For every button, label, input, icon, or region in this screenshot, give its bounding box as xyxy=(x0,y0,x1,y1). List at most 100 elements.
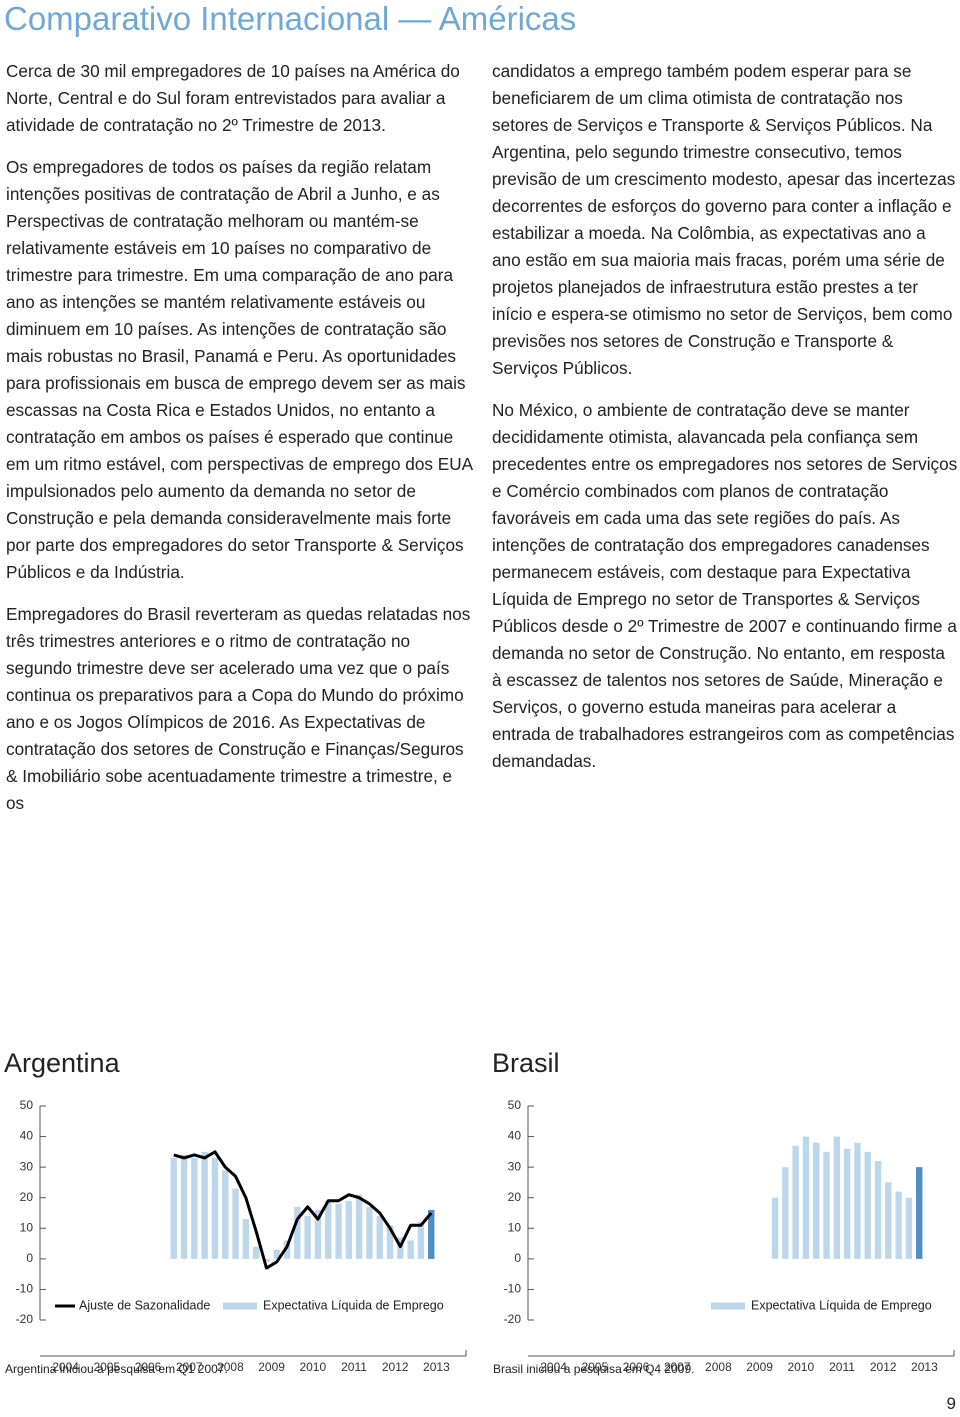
x-tick-label: 2012 xyxy=(870,1360,897,1374)
bar xyxy=(792,1145,799,1259)
bar xyxy=(885,1182,892,1259)
paragraph: Cerca de 30 mil empregadores de 10 paíse… xyxy=(6,61,460,135)
y-tick-label: -20 xyxy=(16,1312,34,1326)
bar xyxy=(180,1154,188,1259)
bar xyxy=(191,1157,198,1259)
y-tick-label: -10 xyxy=(504,1282,522,1296)
bar xyxy=(407,1240,414,1259)
page-number: 9 xyxy=(946,1394,956,1413)
x-tick-label: 2005 xyxy=(93,1360,120,1374)
x-tick-label: 2009 xyxy=(258,1360,285,1374)
bar xyxy=(242,1219,250,1259)
y-tick-label: -10 xyxy=(16,1282,34,1296)
bar xyxy=(782,1167,789,1259)
chart-note: Brasil iniciou a pesquisa em Q4 2009. xyxy=(493,1362,694,1376)
y-tick-label: 0 xyxy=(514,1251,521,1265)
chart-note: Argentina iniciou a pesquisa em Q1 2007. xyxy=(5,1362,228,1376)
bar xyxy=(201,1151,208,1259)
chart: Brasil -20 -10 0 10 20 30 40 50 2004 2005 2006 2007 2… xyxy=(492,1048,955,1376)
x-tick-label: 2006 xyxy=(135,1360,162,1374)
right-column: candidatos a emprego também podem espera… xyxy=(492,58,958,790)
x-tick-label: 2009 xyxy=(746,1360,773,1374)
y-tick-label: 50 xyxy=(20,1098,34,1112)
x-tick-label: 2013 xyxy=(911,1360,938,1374)
legend-swatch xyxy=(223,1302,257,1310)
x-tick-label: 2010 xyxy=(787,1360,814,1374)
bar xyxy=(345,1200,353,1259)
page-title: Comparativo Internacional — Américas xyxy=(4,0,577,37)
x-tick-label: 2013 xyxy=(423,1360,450,1374)
line xyxy=(173,1150,433,1270)
bar xyxy=(843,1148,851,1259)
bar xyxy=(895,1191,902,1259)
bar xyxy=(304,1216,311,1259)
bar xyxy=(211,1157,219,1259)
y-tick-label: -20 xyxy=(504,1312,522,1326)
y-tick-label: 10 xyxy=(508,1220,522,1234)
bar xyxy=(355,1194,363,1259)
x-tick-label: 2004 xyxy=(52,1360,79,1374)
y-tick-label: 0 xyxy=(26,1251,33,1265)
bar xyxy=(376,1216,383,1259)
bar xyxy=(222,1170,229,1259)
bar xyxy=(232,1188,239,1259)
y-tick-label: 30 xyxy=(20,1159,34,1173)
bar xyxy=(397,1237,404,1259)
bar xyxy=(864,1151,871,1259)
legend-label: Ajuste de Sazonalidade xyxy=(79,1298,210,1312)
y-tick-label: 10 xyxy=(20,1220,34,1234)
bar xyxy=(170,1157,177,1259)
y-tick-label: 20 xyxy=(508,1190,522,1204)
chart: Argentina -20 -10 0 10 20 30 40 50 2004 2005 2006 20… xyxy=(4,1048,467,1376)
bar xyxy=(905,1197,913,1259)
x-tick-label: 2004 xyxy=(540,1360,567,1374)
bar xyxy=(325,1200,332,1259)
bar xyxy=(263,1258,270,1262)
x-tick-label: 2007 xyxy=(664,1360,691,1374)
x-tick-label: 2007 xyxy=(176,1360,203,1374)
x-tick-label: 2012 xyxy=(382,1360,409,1374)
bar xyxy=(854,1142,861,1259)
paragraph: No México, o ambiente de contratação dev… xyxy=(492,400,958,771)
x-tick-label: 2011 xyxy=(829,1360,855,1374)
y-tick-label: 20 xyxy=(20,1190,34,1204)
bar xyxy=(314,1209,322,1259)
bar xyxy=(335,1203,342,1259)
paragraph: candidatos a emprego também podem espera… xyxy=(492,61,956,378)
bar xyxy=(802,1136,810,1259)
bar xyxy=(813,1142,820,1259)
legend-label: Expectativa Líquida de Emprego xyxy=(751,1298,932,1312)
bar xyxy=(428,1209,435,1259)
y-tick-label: 50 xyxy=(508,1098,522,1112)
bar xyxy=(833,1136,841,1259)
left-column: Cerca de 30 mil empregadores de 10 paíse… xyxy=(6,58,474,832)
x-tick-label: 2008 xyxy=(217,1360,244,1374)
x-tick-label: 2005 xyxy=(581,1360,608,1374)
bar xyxy=(916,1167,923,1259)
x-tick-label: 2010 xyxy=(299,1360,326,1374)
x-tick-label: 2011 xyxy=(341,1360,367,1374)
paragraph: Os empregadores de todos os países da re… xyxy=(6,157,473,582)
bar xyxy=(366,1206,373,1259)
y-tick-label: 30 xyxy=(508,1159,522,1173)
bar xyxy=(273,1249,280,1259)
bar xyxy=(874,1161,882,1259)
bar xyxy=(252,1246,260,1259)
bar xyxy=(386,1225,394,1259)
chart-title: Argentina xyxy=(4,1048,121,1078)
x-tick-label: 2006 xyxy=(623,1360,650,1374)
chart-title: Brasil xyxy=(492,1048,560,1078)
bar xyxy=(771,1197,779,1259)
x-tick-label: 2008 xyxy=(705,1360,732,1374)
y-tick-label: 40 xyxy=(508,1129,522,1143)
legend-label: Expectativa Líquida de Emprego xyxy=(263,1298,444,1312)
paragraph: Empregadores do Brasil reverteram as que… xyxy=(6,604,471,813)
bar xyxy=(294,1206,301,1259)
bar xyxy=(283,1240,291,1259)
bar xyxy=(417,1222,425,1259)
y-tick-label: 40 xyxy=(20,1129,34,1143)
legend-swatch xyxy=(711,1302,745,1310)
bar xyxy=(823,1151,830,1259)
